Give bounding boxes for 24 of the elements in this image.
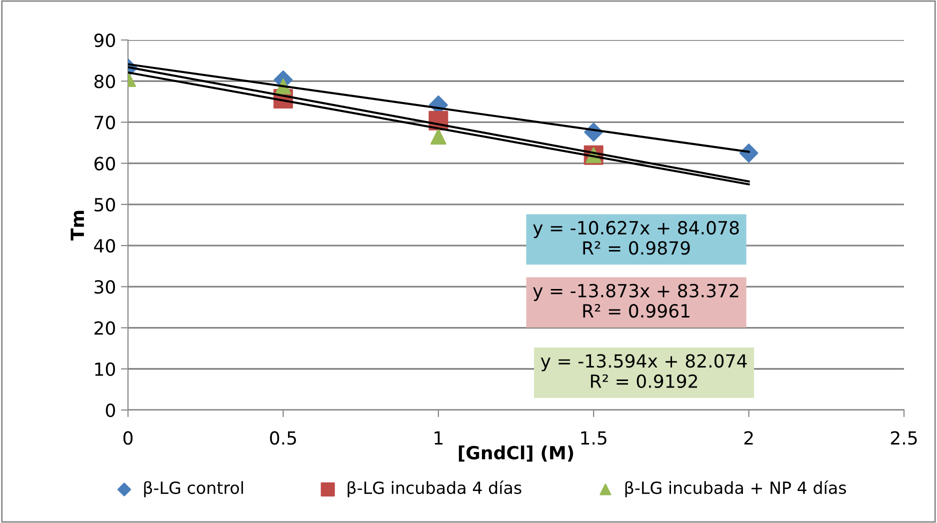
x-tick-label: 0.5	[270, 431, 296, 445]
y-tick-label: 40	[94, 239, 115, 253]
y-tick-label: 20	[94, 321, 115, 335]
annotation: y = -13.873x + 83.372 R² = 0.9961	[533, 284, 738, 318]
y-tick-label: 70	[94, 116, 115, 130]
x-tick-label: 1	[434, 431, 442, 445]
y-tick-label: 10	[95, 362, 115, 376]
x-tick-label: 2.5	[890, 431, 917, 445]
annotation: y = -10.627x + 84.078 R² = 0.9879	[533, 220, 739, 255]
x-tick-label: 1.5	[581, 431, 606, 445]
x-tick-label: 2	[744, 431, 753, 445]
legend-label: β-LG control	[144, 481, 243, 498]
x-axis-title: [GndCl] (M)	[458, 446, 574, 462]
x-tick-label: 0	[123, 431, 133, 445]
y-tick-label: 90	[94, 33, 115, 48]
y-tick-label: 60	[94, 156, 115, 170]
legend-label: β-LG incubada 4 días	[348, 480, 522, 498]
y-axis-title: Tm	[70, 210, 84, 240]
y-tick-label: 80	[94, 74, 115, 88]
y-tick-label: 50	[94, 198, 115, 212]
annotation: y = -13.594x + 82.074 R² = 0.9192	[540, 354, 747, 388]
y-tick-label: 30	[94, 280, 115, 294]
y-tick-label: 0	[106, 403, 115, 418]
legend-label: β-LG incubada + NP 4 días	[625, 480, 846, 498]
